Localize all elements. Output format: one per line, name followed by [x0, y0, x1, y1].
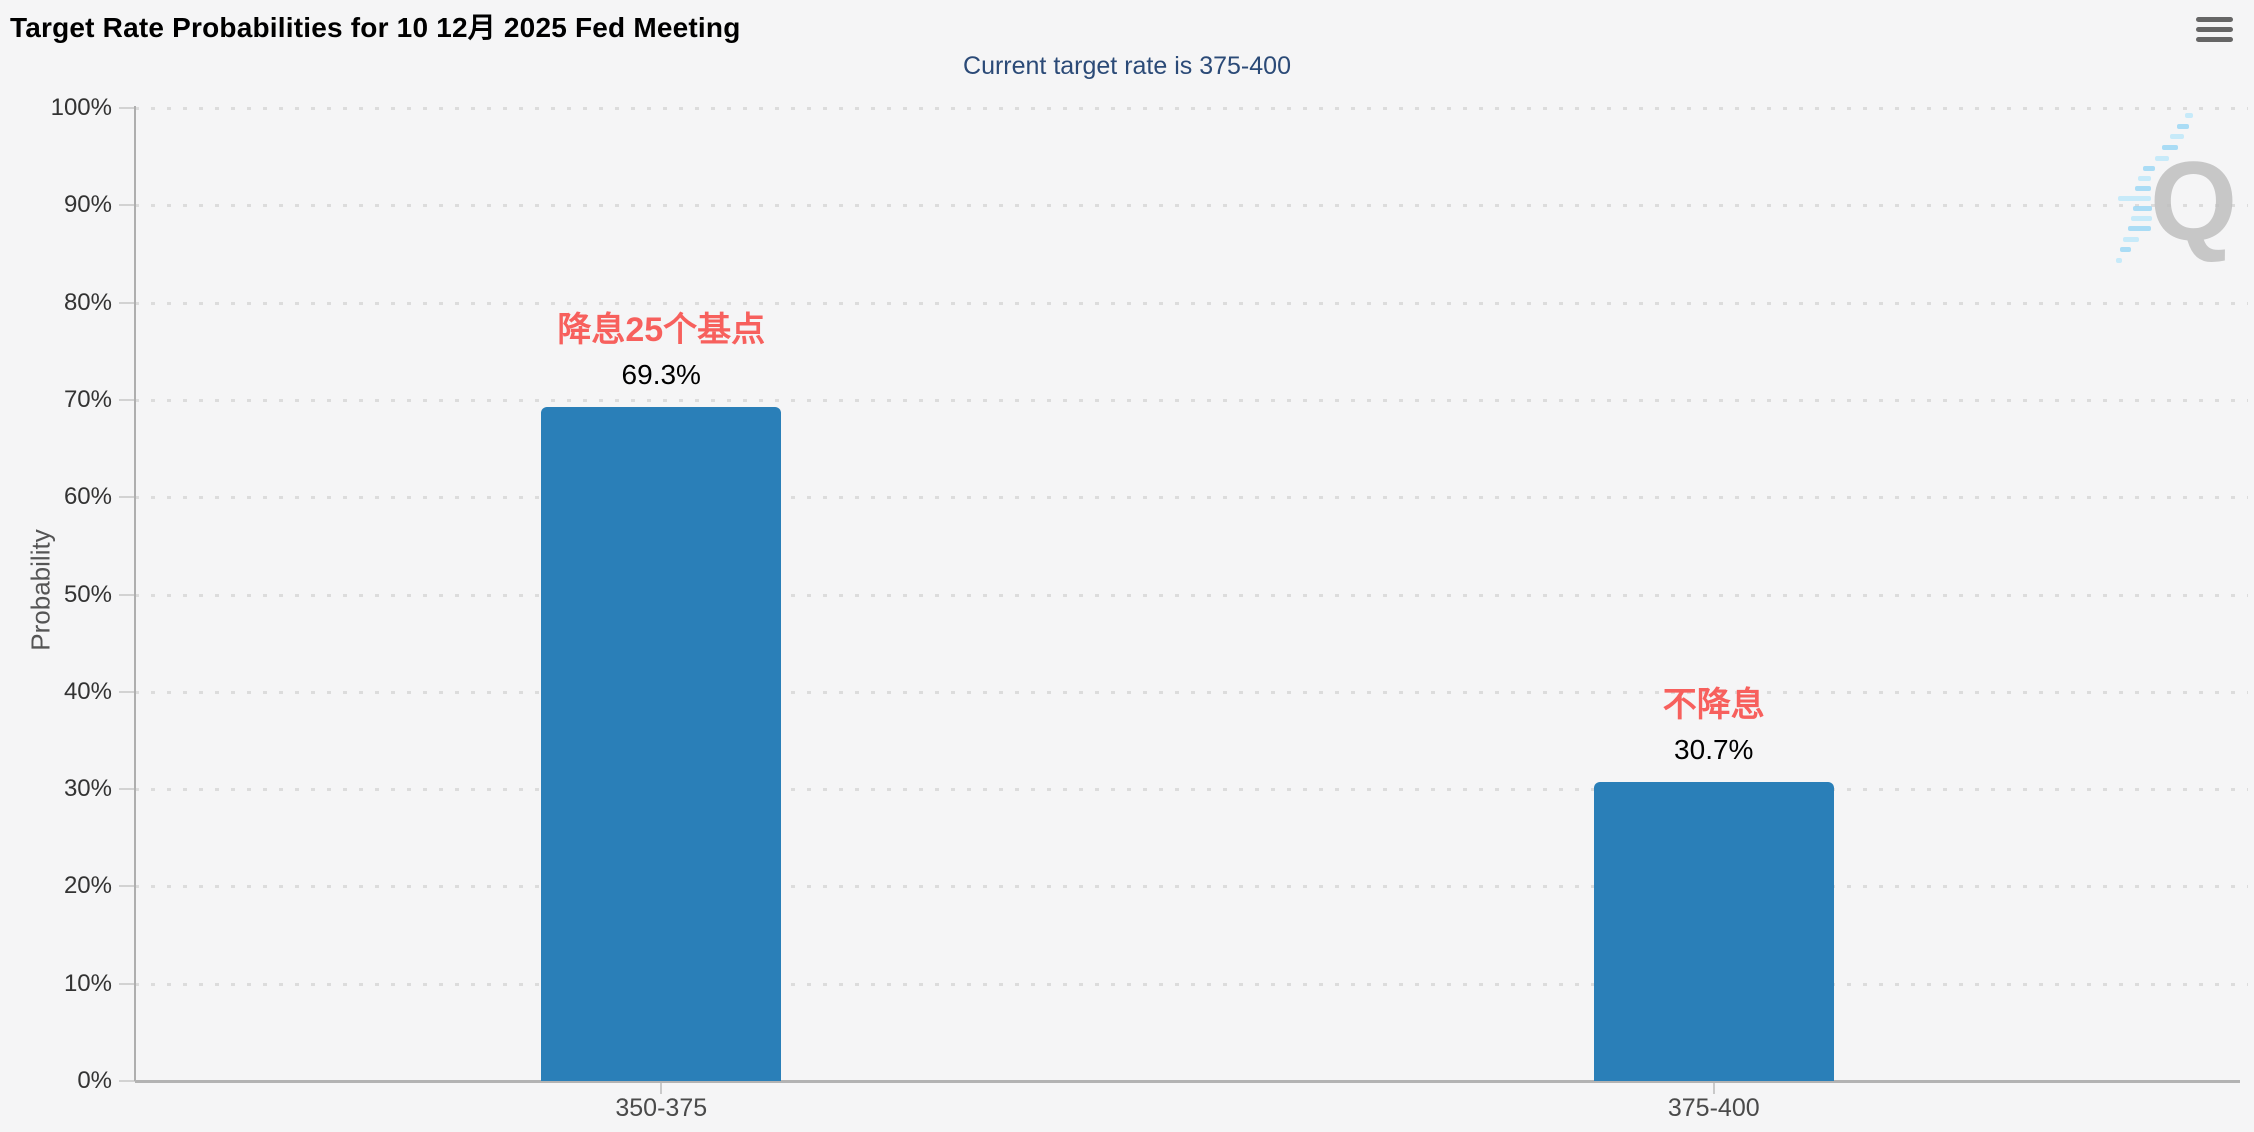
bar-annotation: 不降息	[1662, 686, 1765, 725]
y-tick-mark	[119, 982, 135, 985]
bar-value-label: 30.7%	[1674, 734, 1754, 766]
watermark-q-logo: Q	[2085, 100, 2254, 285]
y-tick-label: 90%	[63, 191, 112, 219]
gridline-70	[135, 398, 2248, 402]
gridline-50	[135, 593, 2248, 597]
x-axis-line	[135, 1080, 2240, 1083]
gridline-60	[135, 496, 2248, 500]
y-tick-label: 30%	[63, 775, 112, 803]
y-tick-mark	[119, 301, 135, 304]
x-tick-mark	[1712, 1083, 1715, 1094]
chart-subtitle: Current target rate is 375-400	[963, 52, 1291, 80]
y-tick-mark	[119, 1080, 135, 1082]
y-tick-mark	[119, 788, 135, 791]
hamburger-menu-button[interactable]	[2196, 17, 2233, 42]
y-tick-mark	[119, 107, 135, 109]
y-tick-label: 80%	[63, 288, 112, 316]
gridline-20	[135, 885, 2248, 889]
watermark-speed-dashes	[2116, 113, 2193, 263]
y-tick-mark	[119, 398, 135, 401]
watermark-letter: Q	[2150, 139, 2237, 264]
x-tick-mark	[660, 1083, 663, 1094]
hamburger-icon	[2196, 17, 2233, 22]
hamburger-icon	[2196, 37, 2233, 42]
y-tick-mark	[119, 204, 135, 207]
gridline-10	[135, 982, 2248, 986]
y-tick-label: 100%	[50, 94, 112, 121]
bar-375-400[interactable]	[1593, 782, 1834, 1081]
chart-title: Target Rate Probabilities for 10 12月 202…	[10, 12, 741, 43]
gridline-100	[135, 107, 2248, 110]
y-tick-label: 10%	[63, 969, 112, 997]
y-axis-line	[134, 106, 136, 1081]
y-tick-label: 40%	[63, 677, 112, 705]
y-tick-mark	[119, 690, 135, 693]
gridline-80	[135, 301, 2248, 305]
x-category-label: 350-375	[615, 1094, 708, 1122]
hamburger-icon	[2196, 27, 2233, 32]
y-tick-mark	[119, 885, 135, 888]
gridline-40	[135, 690, 2248, 694]
gridline-30	[135, 788, 2248, 792]
y-tick-label: 60%	[63, 483, 112, 511]
y-tick-label: 20%	[63, 872, 112, 900]
y-tick-mark	[119, 593, 135, 596]
y-tick-label: 50%	[63, 580, 112, 608]
y-tick-label: 70%	[63, 385, 112, 413]
gridline-90	[135, 204, 2248, 208]
x-category-label: 375-400	[1667, 1094, 1760, 1122]
bar-value-label: 69.3%	[621, 358, 701, 390]
bar-annotation: 降息25个基点	[557, 310, 766, 349]
bar-350-375[interactable]	[541, 406, 782, 1081]
y-tick-label: 0%	[77, 1067, 112, 1094]
y-tick-mark	[119, 496, 135, 499]
